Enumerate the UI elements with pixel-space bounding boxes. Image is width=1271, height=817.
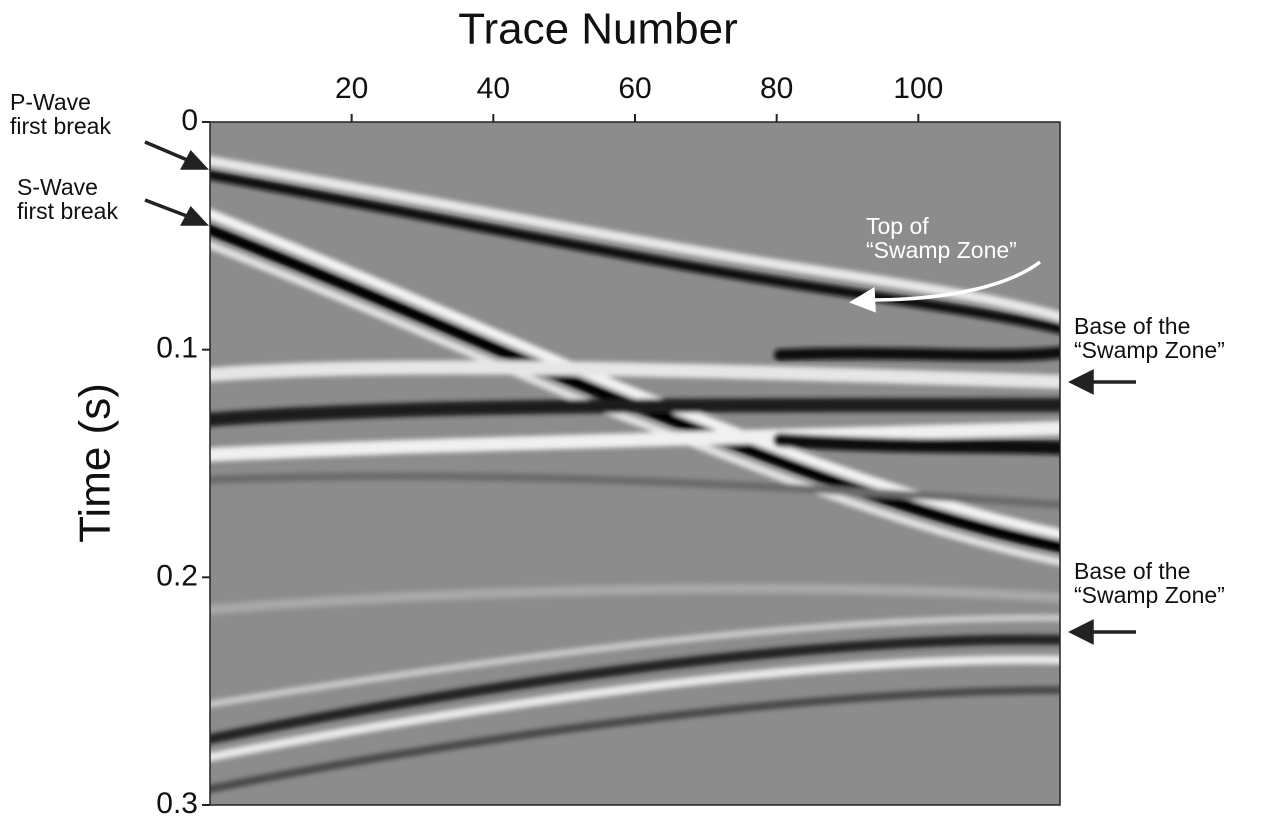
annotation-line: Top of xyxy=(866,213,929,239)
annotation-line: “Swamp Zone” xyxy=(1074,337,1225,363)
seismic-image xyxy=(210,122,1060,805)
annotation-line: P-Wave xyxy=(10,89,91,115)
y-tick-label: 0 xyxy=(181,104,198,137)
annotation: Base of the “Swamp Zone” xyxy=(1074,558,1225,608)
annotation: Base of the “Swamp Zone” xyxy=(1074,313,1225,363)
y-tick-label: 0.1 xyxy=(156,332,198,365)
annotation-line: first break xyxy=(10,113,111,139)
x-tick-label: 60 xyxy=(618,72,651,105)
annotation-line: “Swamp Zone” xyxy=(866,237,1017,263)
x-tick-label: 40 xyxy=(477,72,510,105)
x-tick-label: 20 xyxy=(335,72,368,105)
annotation-line: S-Wave xyxy=(17,174,98,200)
y-axis-label: Time (s) xyxy=(71,383,120,543)
y-tick-label: 0.2 xyxy=(156,559,198,592)
arrows xyxy=(144,140,1136,645)
x-tick-label: 80 xyxy=(760,72,793,105)
y-tick-label: 0.3 xyxy=(156,787,198,817)
annotation: S-Wave first break xyxy=(17,174,118,224)
annotation-line: “Swamp Zone” xyxy=(1074,582,1225,608)
annotation: Top of “Swamp Zone” xyxy=(866,213,1017,263)
x-tick-label: 100 xyxy=(893,72,943,105)
chart-title: Trace Number xyxy=(458,5,738,54)
annotation-line: Base of the xyxy=(1074,313,1190,339)
annotation-line: first break xyxy=(17,198,118,224)
annotation-line: Base of the xyxy=(1074,558,1190,584)
annotation: P-Wave first break xyxy=(10,89,111,139)
